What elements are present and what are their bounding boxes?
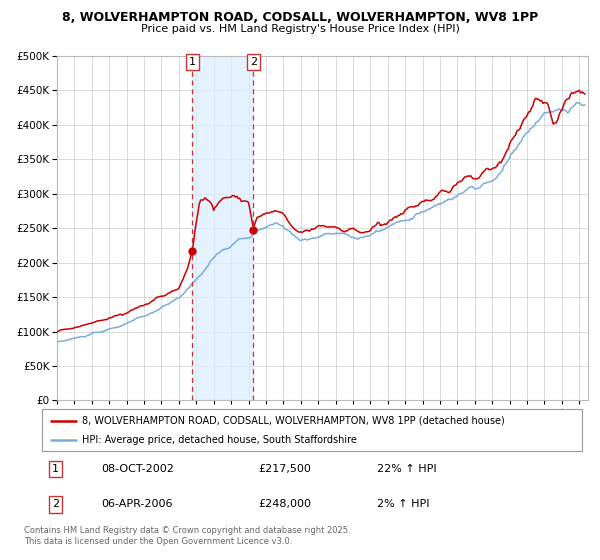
Text: 2% ↑ HPI: 2% ↑ HPI (377, 500, 430, 510)
Text: Contains HM Land Registry data © Crown copyright and database right 2025.
This d: Contains HM Land Registry data © Crown c… (24, 526, 350, 546)
Text: Price paid vs. HM Land Registry's House Price Index (HPI): Price paid vs. HM Land Registry's House … (140, 24, 460, 34)
Text: HPI: Average price, detached house, South Staffordshire: HPI: Average price, detached house, Sout… (83, 435, 358, 445)
Text: £217,500: £217,500 (258, 464, 311, 474)
FancyBboxPatch shape (42, 409, 582, 451)
Text: 1: 1 (52, 464, 59, 474)
Bar (192, 56, 253, 400)
Text: 2: 2 (52, 500, 59, 510)
Text: 2: 2 (250, 57, 257, 67)
Text: 8, WOLVERHAMPTON ROAD, CODSALL, WOLVERHAMPTON, WV8 1PP: 8, WOLVERHAMPTON ROAD, CODSALL, WOLVERHA… (62, 11, 538, 24)
Text: 06-APR-2006: 06-APR-2006 (101, 500, 173, 510)
Text: 1: 1 (189, 57, 196, 67)
Text: 08-OCT-2002: 08-OCT-2002 (101, 464, 174, 474)
Text: £248,000: £248,000 (258, 500, 311, 510)
Text: 22% ↑ HPI: 22% ↑ HPI (377, 464, 436, 474)
Text: 8, WOLVERHAMPTON ROAD, CODSALL, WOLVERHAMPTON, WV8 1PP (detached house): 8, WOLVERHAMPTON ROAD, CODSALL, WOLVERHA… (83, 416, 505, 426)
